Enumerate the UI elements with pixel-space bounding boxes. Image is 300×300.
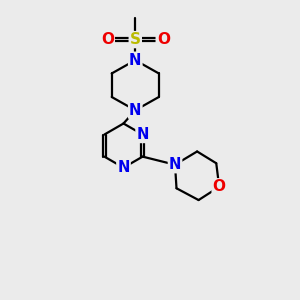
Text: N: N [169, 157, 181, 172]
Text: O: O [213, 179, 226, 194]
Text: O: O [101, 32, 114, 47]
Text: S: S [130, 32, 141, 47]
Text: N: N [129, 53, 142, 68]
Text: O: O [157, 32, 170, 47]
Text: N: N [136, 127, 149, 142]
Text: N: N [129, 103, 142, 118]
Text: N: N [117, 160, 130, 175]
